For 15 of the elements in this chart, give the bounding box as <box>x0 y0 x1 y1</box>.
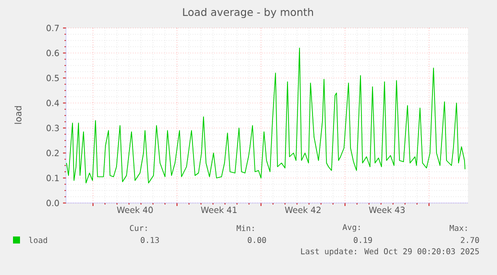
y-tick-label: 0.4 <box>46 100 59 106</box>
y-tick-label: 0.0 <box>46 200 59 206</box>
y-tick-label: 0.5 <box>46 74 59 82</box>
x-tick-label: Week 40 <box>116 206 153 214</box>
line-series <box>66 48 466 184</box>
y-tick-label: 0.6 <box>46 50 59 56</box>
chart-title: Load average - by month <box>183 8 314 18</box>
x-tick-label: Week 42 <box>284 206 320 214</box>
x-tick-label: Week 43 <box>368 206 405 214</box>
y-tick-label: 0.1 <box>46 174 59 182</box>
y-tick-label: 0.2 <box>46 150 59 156</box>
y-tick-label: 0.7 <box>46 24 59 32</box>
y-axis-title: load <box>14 106 22 124</box>
x-tick-label: Week 41 <box>200 206 237 214</box>
y-tick-label: 0.3 <box>46 124 59 132</box>
